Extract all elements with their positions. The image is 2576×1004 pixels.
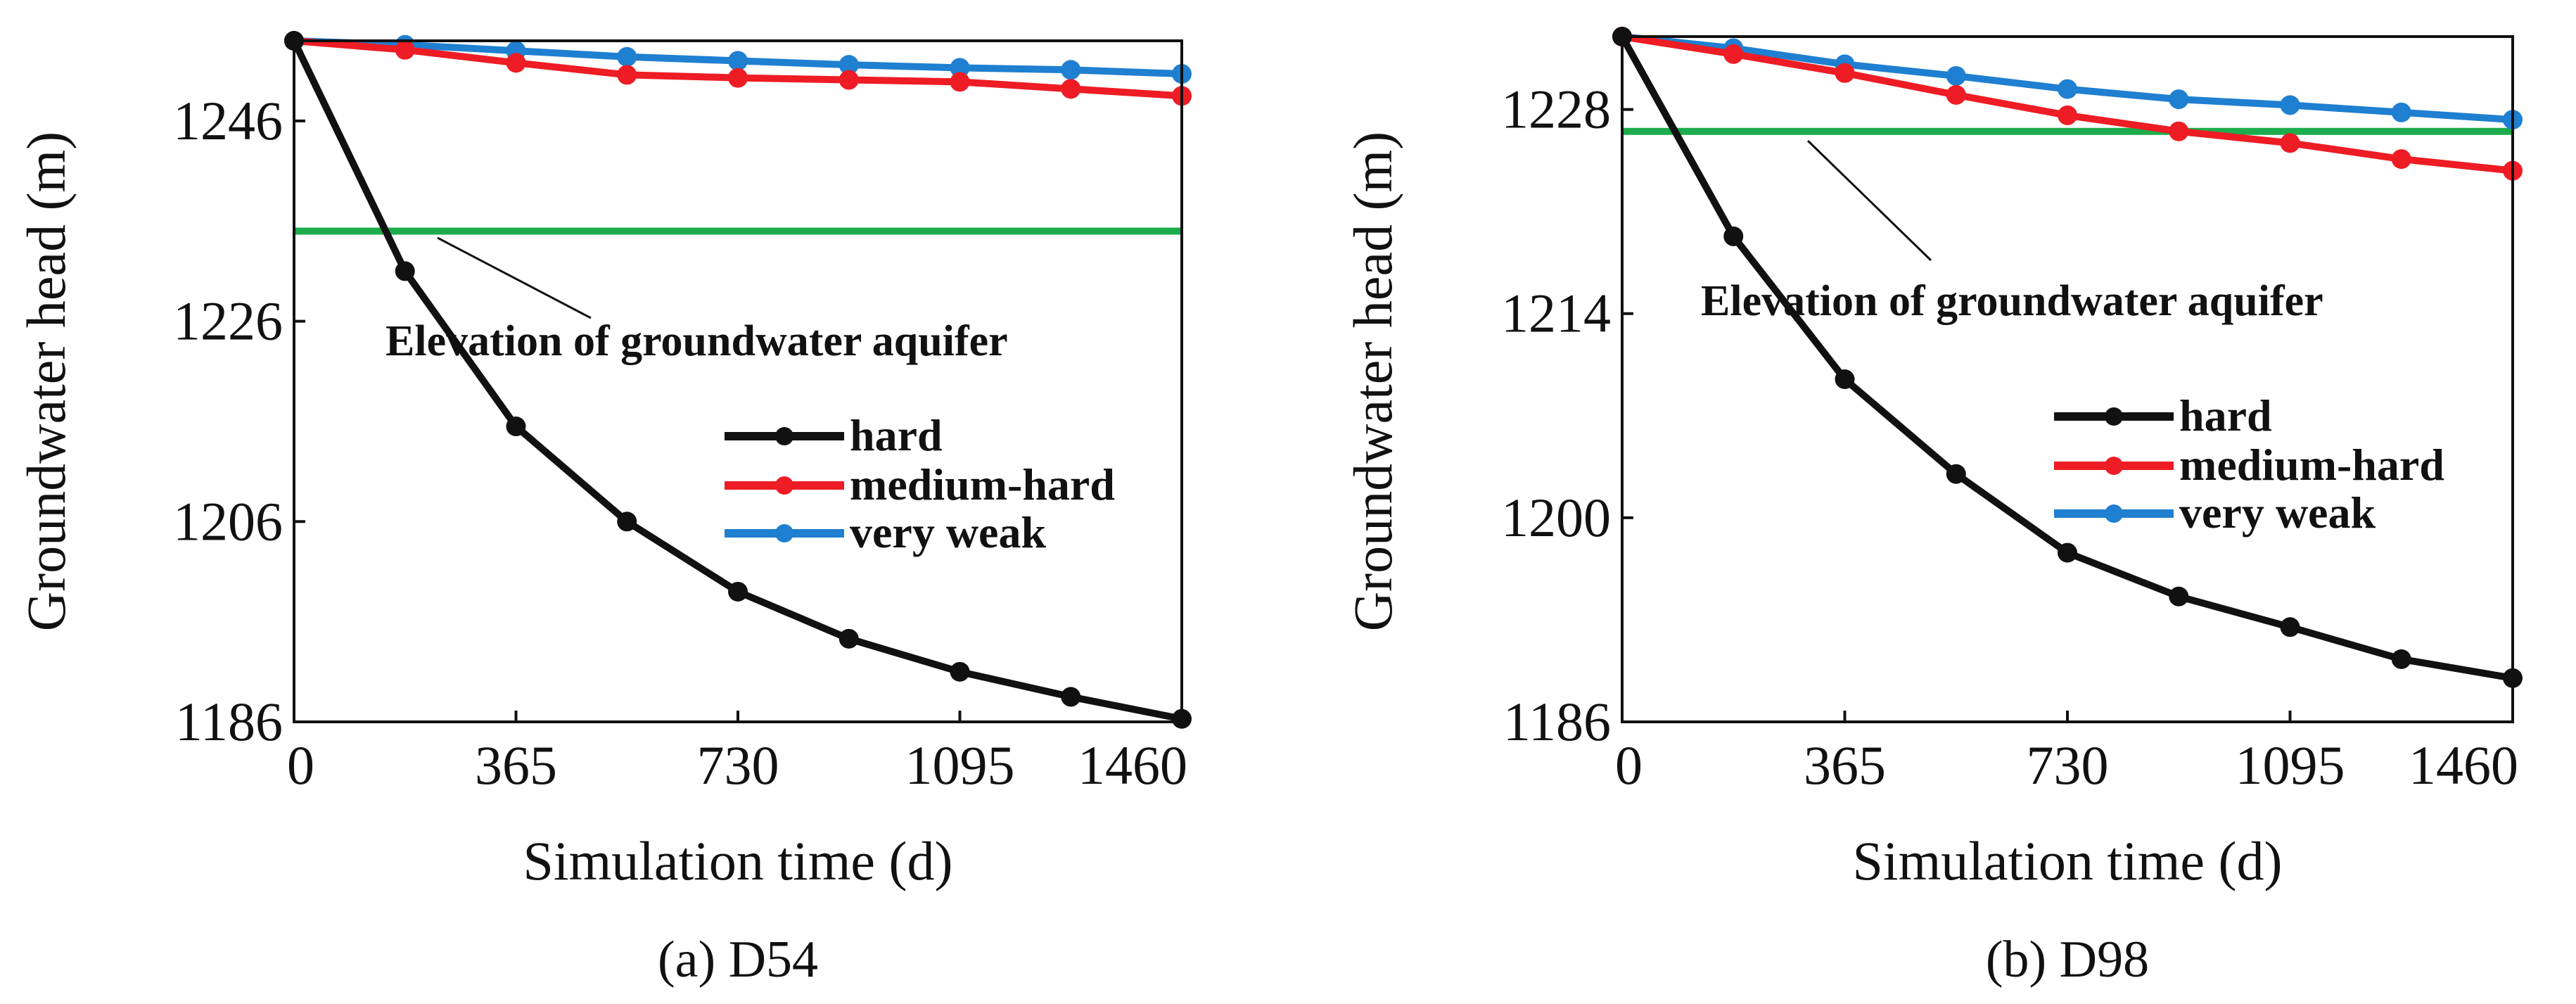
series-line-hard-a [291,37,1185,723]
x-tick-label-b-3: 1095 [2236,735,2345,796]
point-medium-hard-b-4 [2058,105,2077,125]
point-hard-b-7 [2391,649,2411,669]
point-medium-hard-a-5 [839,70,859,90]
panel-a: 1186 1206 1226 1246 0 365 730 1095 1460 Groundwa… [15,31,1192,989]
x-tick-label-a-1: 365 [475,735,557,796]
point-hard-a-4 [728,581,748,602]
y-tick-label-b-1: 1200 [1501,487,1611,548]
series-line-medium-hard-b [1619,33,2516,174]
point-hard-b-1 [1723,226,1744,246]
point-hard-a-3 [617,511,637,532]
legend-marker-very-weak-b [2105,504,2123,523]
point-hard-a-2 [506,417,526,437]
point-medium-hard-a-1 [395,39,415,60]
point-medium-hard-a-2 [506,53,526,73]
point-medium-hard-b-7 [2391,149,2411,170]
legend-label-hard-a: hard [850,410,943,460]
point-very-weak-b-4 [2058,79,2077,99]
caption-a: (a) D54 [658,931,818,989]
point-hard-b-2 [1835,369,1855,389]
point-medium-hard-b-3 [1946,84,1966,105]
plot-frame-b [1621,35,2514,723]
legend-label-hard-b: hard [2179,390,2272,440]
y-tick-label-b-2: 1214 [1501,283,1611,344]
legend-a: hard medium-hard very weak [725,410,1115,557]
x-tick-label-b-0: 0 [1615,735,1643,796]
legend-label-medium-hard-a: medium-hard [850,459,1115,509]
point-very-weak-b-7 [2391,102,2411,122]
reference-label-b: Elevation of groundwater aquifer [1701,277,2323,325]
reference-pointer-a [437,236,592,319]
point-hard-a-5 [839,628,859,649]
panel-b: 1186 1200 1214 1228 0 365 730 1095 1460 Groundwa… [1342,27,2523,989]
y-tick-label-b-3: 1228 [1501,79,1611,140]
point-hard-b-5 [2169,586,2189,606]
point-very-weak-a-3 [617,46,637,67]
point-very-weak-b-3 [1946,65,1966,86]
legend-label-very-weak-b: very weak [2179,488,2376,538]
y-tick-label-a-1: 1206 [173,490,283,552]
point-very-weak-a-7 [1061,60,1081,80]
caption-b: (b) D98 [1986,931,2149,989]
y-axis-label-b: Groundwater head (m) [1342,132,1403,631]
point-medium-hard-b-5 [2169,121,2189,141]
point-very-weak-b-6 [2280,95,2300,115]
legend-marker-medium-hard-b [2105,457,2123,475]
plot-frame-a [293,39,1183,723]
x-axis-label-b: Simulation time (d) [1853,830,2283,891]
point-very-weak-b-5 [2169,89,2189,110]
legend-marker-hard-a [775,427,793,445]
point-medium-hard-b-6 [2280,133,2300,153]
point-hard-a-6 [950,661,970,682]
y-axis-label-a: Groundwater head (m) [15,132,77,631]
legend-marker-very-weak-a [775,524,793,542]
point-medium-hard-a-4 [728,68,748,88]
point-medium-hard-a-7 [1061,79,1081,99]
point-medium-hard-a-3 [617,65,637,85]
x-tick-label-a-2: 730 [697,735,779,796]
point-hard-a-1 [395,261,415,281]
x-tick-label-a-4: 1460 [1078,735,1187,796]
legend-label-medium-hard-b: medium-hard [2179,440,2444,490]
legend-label-very-weak-a: very weak [850,507,1046,557]
x-tick-label-a-3: 1095 [905,735,1015,796]
x-tick-label-a-0: 0 [287,735,314,796]
point-medium-hard-b-2 [1835,63,1855,83]
point-medium-hard-a-6 [950,72,970,92]
legend-b: hard medium-hard very weak [2054,390,2444,538]
x-tick-label-b-2: 730 [2027,735,2109,796]
point-hard-b-4 [2058,542,2077,563]
y-tick-label-a-0: 1186 [175,691,283,752]
point-very-weak-a-4 [728,51,748,71]
point-very-weak-a-6 [950,58,970,78]
y-tick-label-a-2: 1226 [173,291,283,352]
x-tick-label-b-4: 1460 [2409,735,2518,796]
legend-marker-medium-hard-a [775,476,793,495]
x-axis-label-a: Simulation time (d) [523,830,953,891]
y-tick-label-b-0: 1186 [1503,691,1611,752]
point-very-weak-a-5 [839,55,859,75]
point-hard-b-6 [2280,617,2300,637]
reference-label-a: Elevation of groundwater aquifer [385,317,1008,365]
x-tick-label-b-1: 365 [1804,735,1886,796]
point-hard-b-3 [1946,464,1966,484]
reference-pointer-b [1806,139,1932,262]
point-medium-hard-b-1 [1723,44,1744,64]
y-tick-label-a-3: 1246 [173,90,283,151]
legend-marker-hard-b [2105,407,2123,426]
point-hard-a-7 [1061,687,1081,707]
